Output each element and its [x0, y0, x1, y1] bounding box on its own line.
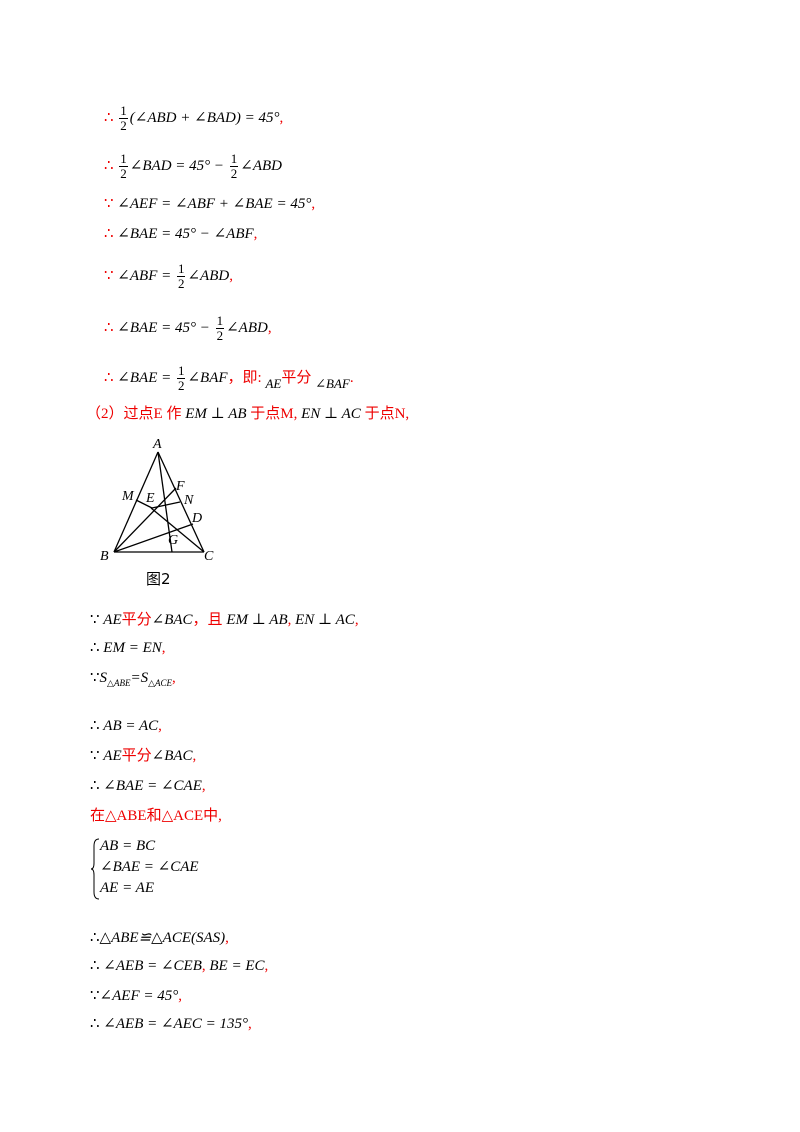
triangle-diagram: A B C D E F G M N [100, 437, 214, 564]
step-3: ∵ ∠AEF = ∠ABF + ∠BAE = 45°, [104, 196, 316, 212]
label-M: M [121, 489, 135, 504]
proof-3: ∵S△ABE=S△ACE, [90, 670, 176, 688]
step-1-expr: (∠ABD + ∠BAD) = 45° [129, 109, 280, 126]
proof-4: ∴ AB = AC, [90, 718, 162, 734]
system-brace [90, 838, 100, 900]
proof-2: ∴ EM = EN, [90, 640, 166, 656]
because-symbol: ∵ [104, 196, 114, 212]
step-2: ∴ 1 2 ∠BAD = 45° − 1 2 ∠ABD [104, 151, 282, 181]
proof-9: ∴ ∠AEB = ∠CEB, BE = EC, [90, 958, 269, 974]
label-F: F [175, 479, 185, 494]
proof-10: ∵∠AEF = 45°, [90, 988, 182, 1004]
proof-1: ∵ AE平分∠BAC，且 EM ⊥ AB, EN ⊥ AC, [90, 612, 359, 628]
label-D: D [191, 511, 202, 526]
figure-caption: 图2 [146, 570, 171, 588]
step-7: ∴ ∠BAE = 1 2 ∠BAF，即: AE平分 ∠BAF. [104, 363, 354, 393]
triangle-figure: A B C D E F G M N 图2 [96, 436, 226, 588]
system-eq-3: AE = AE [100, 880, 155, 896]
label-G: G [168, 533, 178, 548]
step-6: ∴ ∠BAE = 45° − 1 2 ∠ABD, [104, 313, 272, 343]
proof-11: ∴ ∠AEB = ∠AEC = 135°, [90, 1016, 252, 1032]
step-5: ∵ ∠ABF = 1 2 ∠ABD, [104, 261, 233, 291]
label-B: B [100, 549, 109, 564]
label-A: A [152, 437, 162, 452]
label-N: N [183, 493, 194, 508]
therefore-symbol: ∴ [104, 109, 114, 126]
part-2-heading: （2）过点E 作 EM ⊥ AB 于点M, EN ⊥ AC 于点N, [86, 406, 410, 422]
proof-8: ∴△ABE≌△ACE(SAS), [90, 930, 229, 946]
proof-6: ∴ ∠BAE = ∠CAE, [90, 778, 206, 794]
step-1: ∴ 1 2 (∠ABD + ∠BAD) = 45°, [104, 103, 284, 133]
label-E: E [145, 491, 155, 506]
label-C: C [204, 549, 214, 564]
system-eq-1: AB = BC [100, 838, 156, 854]
proof-5: ∵ AE平分∠BAC, [90, 748, 197, 764]
proof-7: 在△ABE和△ACE中, [90, 808, 222, 824]
step-4: ∴ ∠BAE = 45° − ∠ABF, [104, 226, 258, 242]
system-eq-2: ∠BAE = ∠CAE [100, 859, 199, 875]
